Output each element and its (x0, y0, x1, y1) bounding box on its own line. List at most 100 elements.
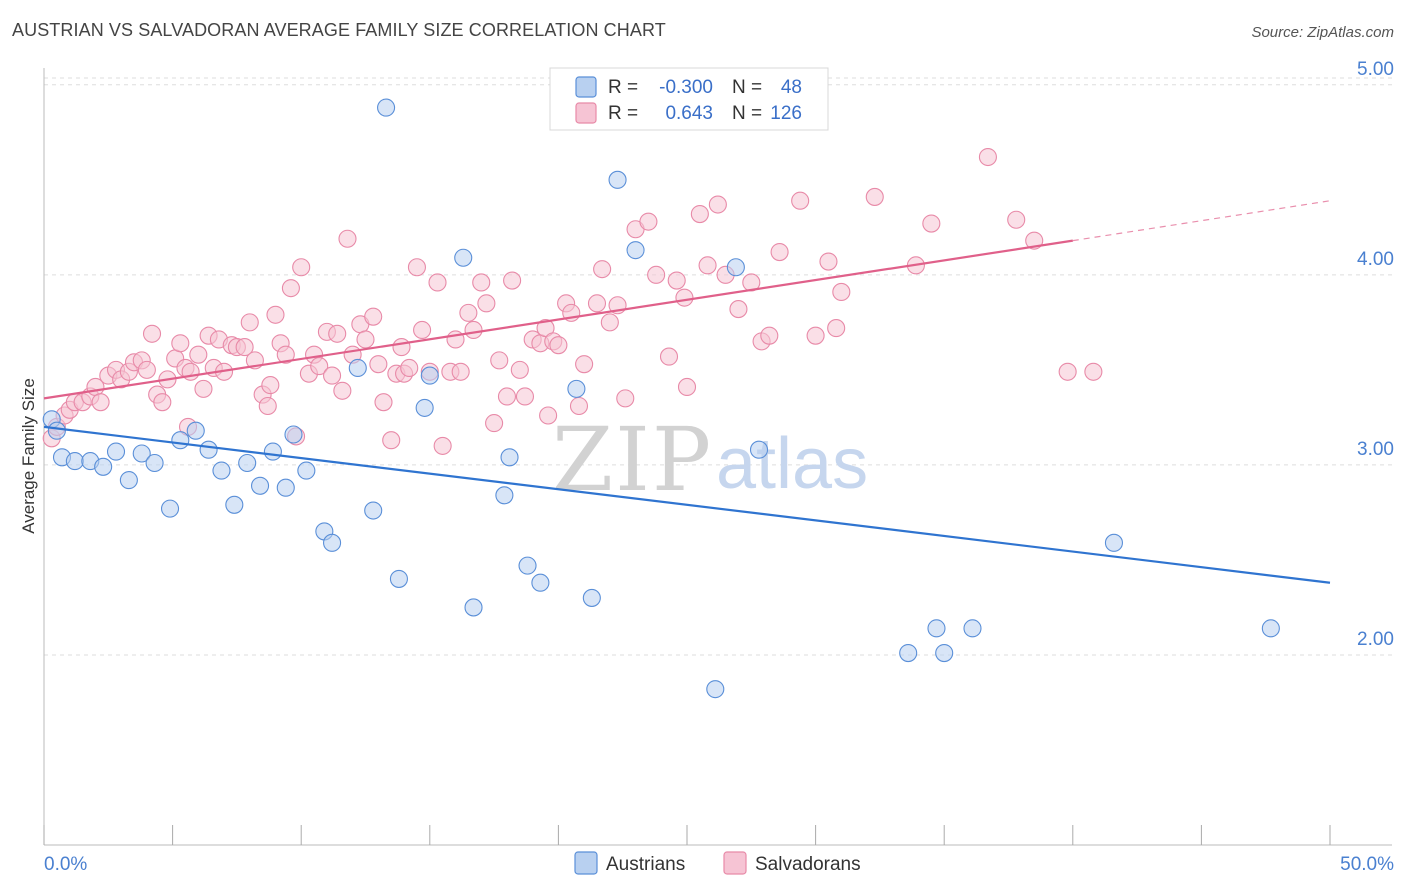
austrians-point (389, 569, 408, 588)
salvadorans-point (153, 393, 172, 412)
salvadorans-point (698, 256, 717, 275)
salvadorans-point (587, 294, 607, 313)
salvadorans-point (1007, 210, 1026, 229)
salvadorans-point (978, 147, 997, 167)
austrians-point (297, 461, 316, 480)
watermark: ZIP atlas (552, 408, 868, 511)
austrians-trend-line (43, 425, 1331, 584)
salvadorans-point (549, 336, 568, 355)
salvadorans-point (413, 320, 432, 340)
salvadorans-point (258, 396, 277, 416)
austrians-point (582, 588, 601, 607)
salvadorans-point (464, 320, 483, 340)
austrians-point (1104, 533, 1124, 552)
austrians-point (567, 379, 586, 398)
austrians-swatch (575, 76, 597, 98)
austrians-point (608, 170, 627, 189)
y-tick-label: 4.00 (1357, 249, 1394, 270)
austrians-n-label: N = (732, 77, 762, 98)
austrians-point (348, 358, 367, 378)
salvadorans-point (827, 319, 846, 338)
salvadorans-point (194, 379, 213, 398)
salvadorans-point (451, 362, 470, 381)
salvadorans-point (137, 360, 156, 379)
austrians-points (42, 98, 1280, 699)
salvadorans-point (374, 393, 393, 412)
austrians-point (364, 501, 383, 520)
austrians-point (1261, 619, 1280, 638)
x-tick-min: 0.0% (44, 854, 87, 875)
austrians-point (323, 533, 342, 552)
salvadorans-point (593, 260, 612, 279)
salvadorans-point (310, 357, 329, 376)
salvadorans-point (364, 307, 383, 326)
salvadorans-point (292, 258, 311, 277)
austrians-legend-swatch (574, 851, 598, 875)
y-axis-label: Average Family Size (19, 378, 38, 534)
salvadorans-point (328, 324, 347, 343)
austrians-point (106, 442, 126, 461)
salvadorans-point (922, 214, 941, 233)
austrians-point (250, 476, 270, 495)
salvadorans-n-label: N = (732, 103, 762, 124)
salvadorans-point (677, 377, 697, 397)
y-tick-label: 5.00 (1357, 59, 1394, 80)
salvadorans-point (569, 396, 589, 416)
salvadorans-point (91, 393, 110, 412)
salvadorans-point (667, 271, 686, 290)
salvadorans-point (490, 351, 509, 370)
austrians-point (415, 398, 434, 417)
salvadorans-point (235, 338, 254, 357)
salvadorans-point (407, 258, 426, 277)
salvadorans-point (536, 319, 555, 338)
salvadorans-point (690, 204, 709, 224)
austrians-point (132, 444, 151, 463)
austrians-point (119, 471, 138, 490)
chart-title: AUSTRIAN VS SALVADORAN AVERAGE FAMILY SI… (12, 20, 666, 40)
salvadorans-point (575, 355, 594, 374)
salvadorans-point (600, 313, 619, 332)
austrians-point (420, 366, 439, 385)
salvadorans-point (400, 358, 419, 378)
watermark-atlas: atlas (716, 424, 868, 504)
salvadorans-point (369, 355, 388, 374)
austrians-point (706, 680, 725, 699)
salvadorans-point (639, 212, 658, 231)
y-tick-label: 3.00 (1357, 439, 1394, 460)
salvadorans-point (510, 360, 529, 379)
austrians-point (276, 478, 295, 497)
salvadorans-point (675, 288, 694, 307)
salvadorans-point (760, 326, 779, 345)
austrians-point (225, 495, 244, 514)
austrians-n-value: 48 (781, 77, 802, 98)
austrians-point (212, 461, 231, 480)
watermark-zip: ZIP (552, 408, 713, 511)
salvadorans-r-label: R = (608, 103, 638, 124)
salvadorans-point (503, 271, 522, 290)
salvadorans-point (261, 376, 280, 395)
salvadorans-point (433, 436, 452, 455)
austrians-point (531, 573, 550, 592)
salvadorans-point (770, 242, 789, 262)
salvadorans-point (1084, 362, 1103, 381)
austrians-point (171, 431, 190, 450)
salvadorans-point (281, 279, 300, 298)
salvadorans-point (472, 273, 491, 292)
salvadorans-point (171, 334, 190, 353)
salvadorans-legend-label: Salvadorans (755, 854, 861, 875)
austrians-point (726, 258, 745, 277)
salvadorans-point (276, 345, 295, 364)
austrians-r-value: -0.300 (659, 77, 713, 98)
austrians-point (495, 486, 514, 505)
salvadorans-point (865, 187, 884, 206)
salvadorans-point (616, 389, 635, 408)
austrians-point (626, 241, 645, 260)
austrians-point (238, 453, 257, 473)
x-axis (43, 68, 1392, 846)
x-tick-max: 50.0% (1340, 854, 1394, 875)
austrians-point (47, 421, 66, 440)
austrians-point (749, 440, 769, 459)
austrians-legend-label: Austrians (606, 854, 685, 875)
source-label: Source: ZipAtlas.com (1251, 24, 1394, 41)
